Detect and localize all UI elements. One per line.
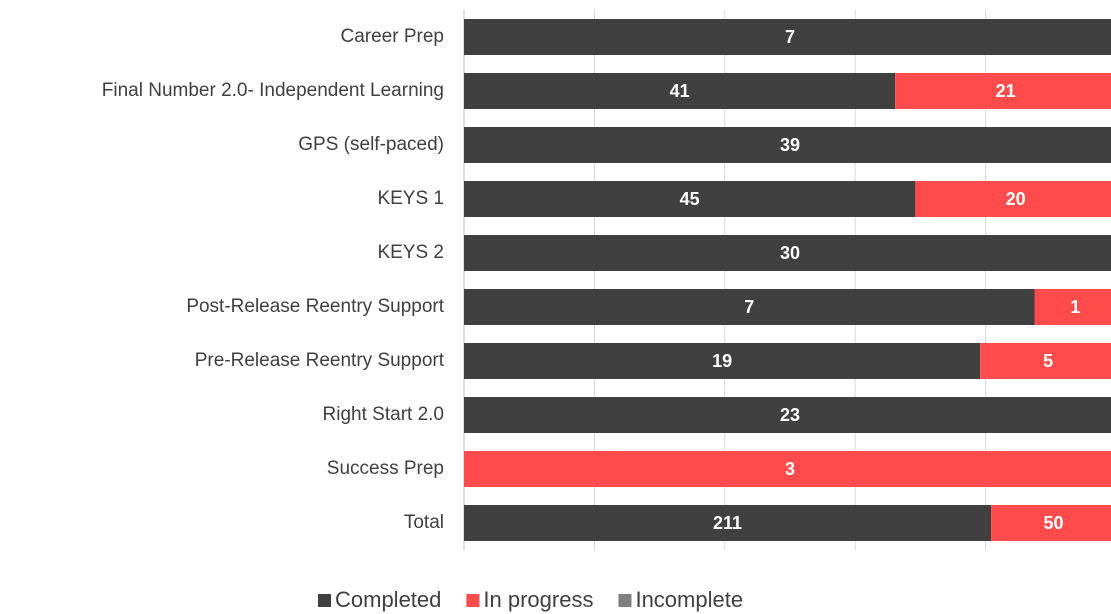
- category-label: Total: [404, 512, 444, 533]
- bar-segment: [464, 505, 992, 541]
- category-label: KEYS 1: [377, 188, 444, 209]
- legend-label: Completed: [335, 587, 441, 612]
- bar-segment: [464, 289, 1035, 325]
- data-label: 23: [780, 405, 800, 425]
- bar-segment: [464, 343, 981, 379]
- bar-segment: [464, 73, 896, 109]
- bar-segment: [980, 343, 1111, 379]
- data-label: 20: [1006, 189, 1026, 209]
- bar-segment: [464, 451, 1111, 487]
- data-label: 7: [744, 297, 754, 317]
- category-label: Post-Release Reentry Support: [186, 296, 444, 317]
- data-label: 21: [996, 81, 1016, 101]
- legend-label: In progress: [483, 587, 593, 612]
- bar-segment: [464, 397, 1111, 433]
- data-label: 45: [680, 189, 700, 209]
- data-label: 3: [785, 459, 795, 479]
- category-label: Final Number 2.0- Independent Learning: [102, 80, 444, 101]
- data-label: 50: [1044, 513, 1064, 533]
- data-label: 211: [713, 513, 742, 533]
- data-label: 5: [1043, 351, 1053, 371]
- data-label: 39: [780, 135, 800, 155]
- data-label: 7: [785, 27, 795, 47]
- data-label: 30: [780, 243, 800, 263]
- data-label: 1: [1070, 297, 1080, 317]
- legend-swatch: [618, 594, 632, 607]
- category-label: GPS (self-paced): [298, 134, 444, 155]
- legend-swatch: [318, 594, 331, 607]
- category-label: KEYS 2: [377, 242, 444, 263]
- bar-segment: [464, 19, 1111, 55]
- bar-segment: [464, 235, 1111, 271]
- legend-label: Incomplete: [635, 587, 743, 612]
- bar-segment: [464, 127, 1111, 163]
- data-label: 19: [712, 351, 732, 371]
- category-label: Pre-Release Reentry Support: [195, 350, 445, 371]
- category-label: Right Start 2.0: [323, 404, 444, 425]
- legend-swatch: [466, 594, 480, 607]
- bar-segment: [464, 181, 916, 217]
- bar-segment: [915, 181, 1111, 217]
- bar-segment: [991, 505, 1111, 541]
- bar-segment: [895, 73, 1111, 109]
- category-label: Career Prep: [341, 26, 445, 47]
- category-label: Success Prep: [327, 458, 444, 479]
- plot-area: Career Prep 7 Final Number 2.0- Independen…: [102, 10, 1111, 550]
- data-label: 41: [670, 81, 690, 101]
- bar-segment: [1034, 289, 1111, 325]
